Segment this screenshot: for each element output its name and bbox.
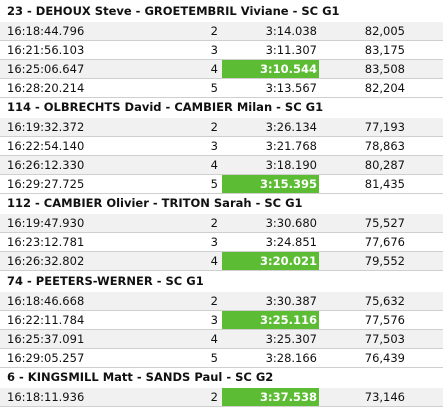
lap-number: 4 [210, 332, 218, 346]
lap-speed: 77,503 [364, 332, 405, 346]
lap-number: 3 [210, 313, 218, 327]
lap-time: 3:26.134 [265, 120, 317, 134]
lap-time: 3:30.387 [265, 294, 317, 308]
lap-number: 5 [210, 351, 218, 365]
lap-row: 16:29:27.725 5 3:15.395 81,435 [0, 175, 443, 194]
lap-speed: 75,632 [364, 294, 405, 308]
lap-number: 4 [210, 158, 218, 172]
lap-clock-time: 16:18:11.936 [7, 390, 85, 404]
lap-clock-time: 16:22:54.140 [7, 139, 85, 153]
crew-title: 23 - DEHOUX Steve - GROETEMBRIL Viviane … [7, 4, 340, 18]
lap-row: 16:26:32.802 4 3:20.021 79,552 [0, 252, 443, 271]
lap-time: 3:30.680 [265, 216, 317, 230]
lap-number: 4 [210, 254, 218, 268]
lap-row: 16:19:47.930 2 3:30.680 75,527 [0, 214, 443, 233]
lap-row: 16:18:11.936 2 3:37.538 73,146 [0, 388, 443, 407]
lap-clock-time: 16:22:11.784 [7, 313, 85, 327]
lap-number: 2 [210, 390, 218, 404]
crew-title: 114 - OLBRECHTS David - CAMBIER Milan - … [7, 100, 324, 114]
lap-clock-time: 16:29:05.257 [7, 351, 85, 365]
lap-number: 2 [210, 120, 218, 134]
lap-row: 16:25:37.091 4 3:25.307 77,503 [0, 330, 443, 349]
best-lap-time: 3:25.116 [222, 311, 319, 329]
lap-speed: 83,175 [364, 43, 405, 57]
lap-number: 5 [210, 177, 218, 191]
lap-time: 3:14.038 [265, 24, 317, 38]
lap-speed: 82,005 [364, 24, 405, 38]
crew-block: 114 - OLBRECHTS David - CAMBIER Milan - … [0, 96, 443, 194]
lap-row: 16:29:05.257 5 3:28.166 76,439 [0, 349, 443, 368]
lap-clock-time: 16:21:56.103 [7, 43, 85, 57]
lap-time: 3:25.307 [265, 332, 317, 346]
lap-speed: 77,676 [364, 235, 405, 249]
lap-number: 4 [210, 62, 218, 76]
lap-row: 16:18:46.668 2 3:30.387 75,632 [0, 292, 443, 311]
lap-number: 3 [210, 139, 218, 153]
lap-clock-time: 16:19:47.930 [7, 216, 85, 230]
lap-speed: 77,193 [364, 120, 405, 134]
lap-row: 16:22:11.784 3 3:25.116 77,576 [0, 311, 443, 330]
lap-row: 16:18:44.796 2 3:14.038 82,005 [0, 22, 443, 41]
lap-time: 3:13.567 [265, 81, 317, 95]
lap-number: 3 [210, 235, 218, 249]
lap-row: 16:22:54.140 3 3:21.768 78,863 [0, 137, 443, 156]
lap-speed: 82,204 [364, 81, 405, 95]
lap-clock-time: 16:18:46.668 [7, 294, 85, 308]
lap-number: 2 [210, 216, 218, 230]
best-lap-time: 3:15.395 [222, 175, 319, 193]
lap-number: 2 [210, 294, 218, 308]
lap-clock-time: 16:29:27.725 [7, 177, 85, 191]
lap-row: 16:19:32.372 2 3:26.134 77,193 [0, 118, 443, 137]
best-lap-time: 3:20.021 [222, 252, 319, 270]
best-lap-time: 3:10.544 [222, 60, 319, 78]
lap-number: 3 [210, 43, 218, 57]
lap-clock-time: 16:26:32.802 [7, 254, 85, 268]
lap-clock-time: 16:28:20.214 [7, 81, 85, 95]
crew-title: 6 - KINGSMILL Matt - SANDS Paul - SC G2 [7, 370, 274, 384]
lap-clock-time: 16:25:06.647 [7, 62, 85, 76]
crew-title: 74 - PEETERS-WERNER - SC G1 [7, 274, 204, 288]
lap-clock-time: 16:25:37.091 [7, 332, 85, 346]
crew-block: 74 - PEETERS-WERNER - SC G1 16:18:46.668 2… [0, 270, 443, 368]
lap-time: 3:21.768 [265, 139, 317, 153]
best-lap-time: 3:37.538 [222, 388, 319, 406]
lap-clock-time: 16:18:44.796 [7, 24, 85, 38]
lap-row: 16:26:12.330 4 3:18.190 80,287 [0, 156, 443, 175]
lap-speed: 76,439 [364, 351, 405, 365]
lap-row: 16:23:12.781 3 3:24.851 77,676 [0, 233, 443, 252]
crew-title: 112 - CAMBIER Olivier - TRITON Sarah - S… [7, 196, 303, 210]
lap-speed: 75,527 [364, 216, 405, 230]
lap-time: 3:18.190 [265, 158, 317, 172]
lap-time: 3:11.307 [265, 43, 317, 57]
crew-block: 112 - CAMBIER Olivier - TRITON Sarah - S… [0, 192, 443, 271]
lap-row: 16:25:06.647 4 3:10.544 83,508 [0, 60, 443, 79]
lap-row: 16:28:20.214 5 3:13.567 82,204 [0, 79, 443, 98]
lap-row: 16:21:56.103 3 3:11.307 83,175 [0, 41, 443, 60]
lap-clock-time: 16:26:12.330 [7, 158, 85, 172]
lap-speed: 83,508 [364, 62, 405, 76]
lap-number: 2 [210, 24, 218, 38]
lap-clock-time: 16:23:12.781 [7, 235, 85, 249]
lap-clock-time: 16:19:32.372 [7, 120, 85, 134]
lap-speed: 79,552 [364, 254, 405, 268]
lap-time: 3:28.166 [265, 351, 317, 365]
lap-number: 5 [210, 81, 218, 95]
lap-speed: 81,435 [364, 177, 405, 191]
crew-block: 23 - DEHOUX Steve - GROETEMBRIL Viviane … [0, 0, 443, 98]
lap-speed: 77,576 [364, 313, 405, 327]
lap-speed: 80,287 [364, 158, 405, 172]
lap-time: 3:24.851 [265, 235, 317, 249]
crew-block: 6 - KINGSMILL Matt - SANDS Paul - SC G2 1… [0, 366, 443, 407]
lap-speed: 73,146 [364, 390, 405, 404]
lap-speed: 78,863 [364, 139, 405, 153]
